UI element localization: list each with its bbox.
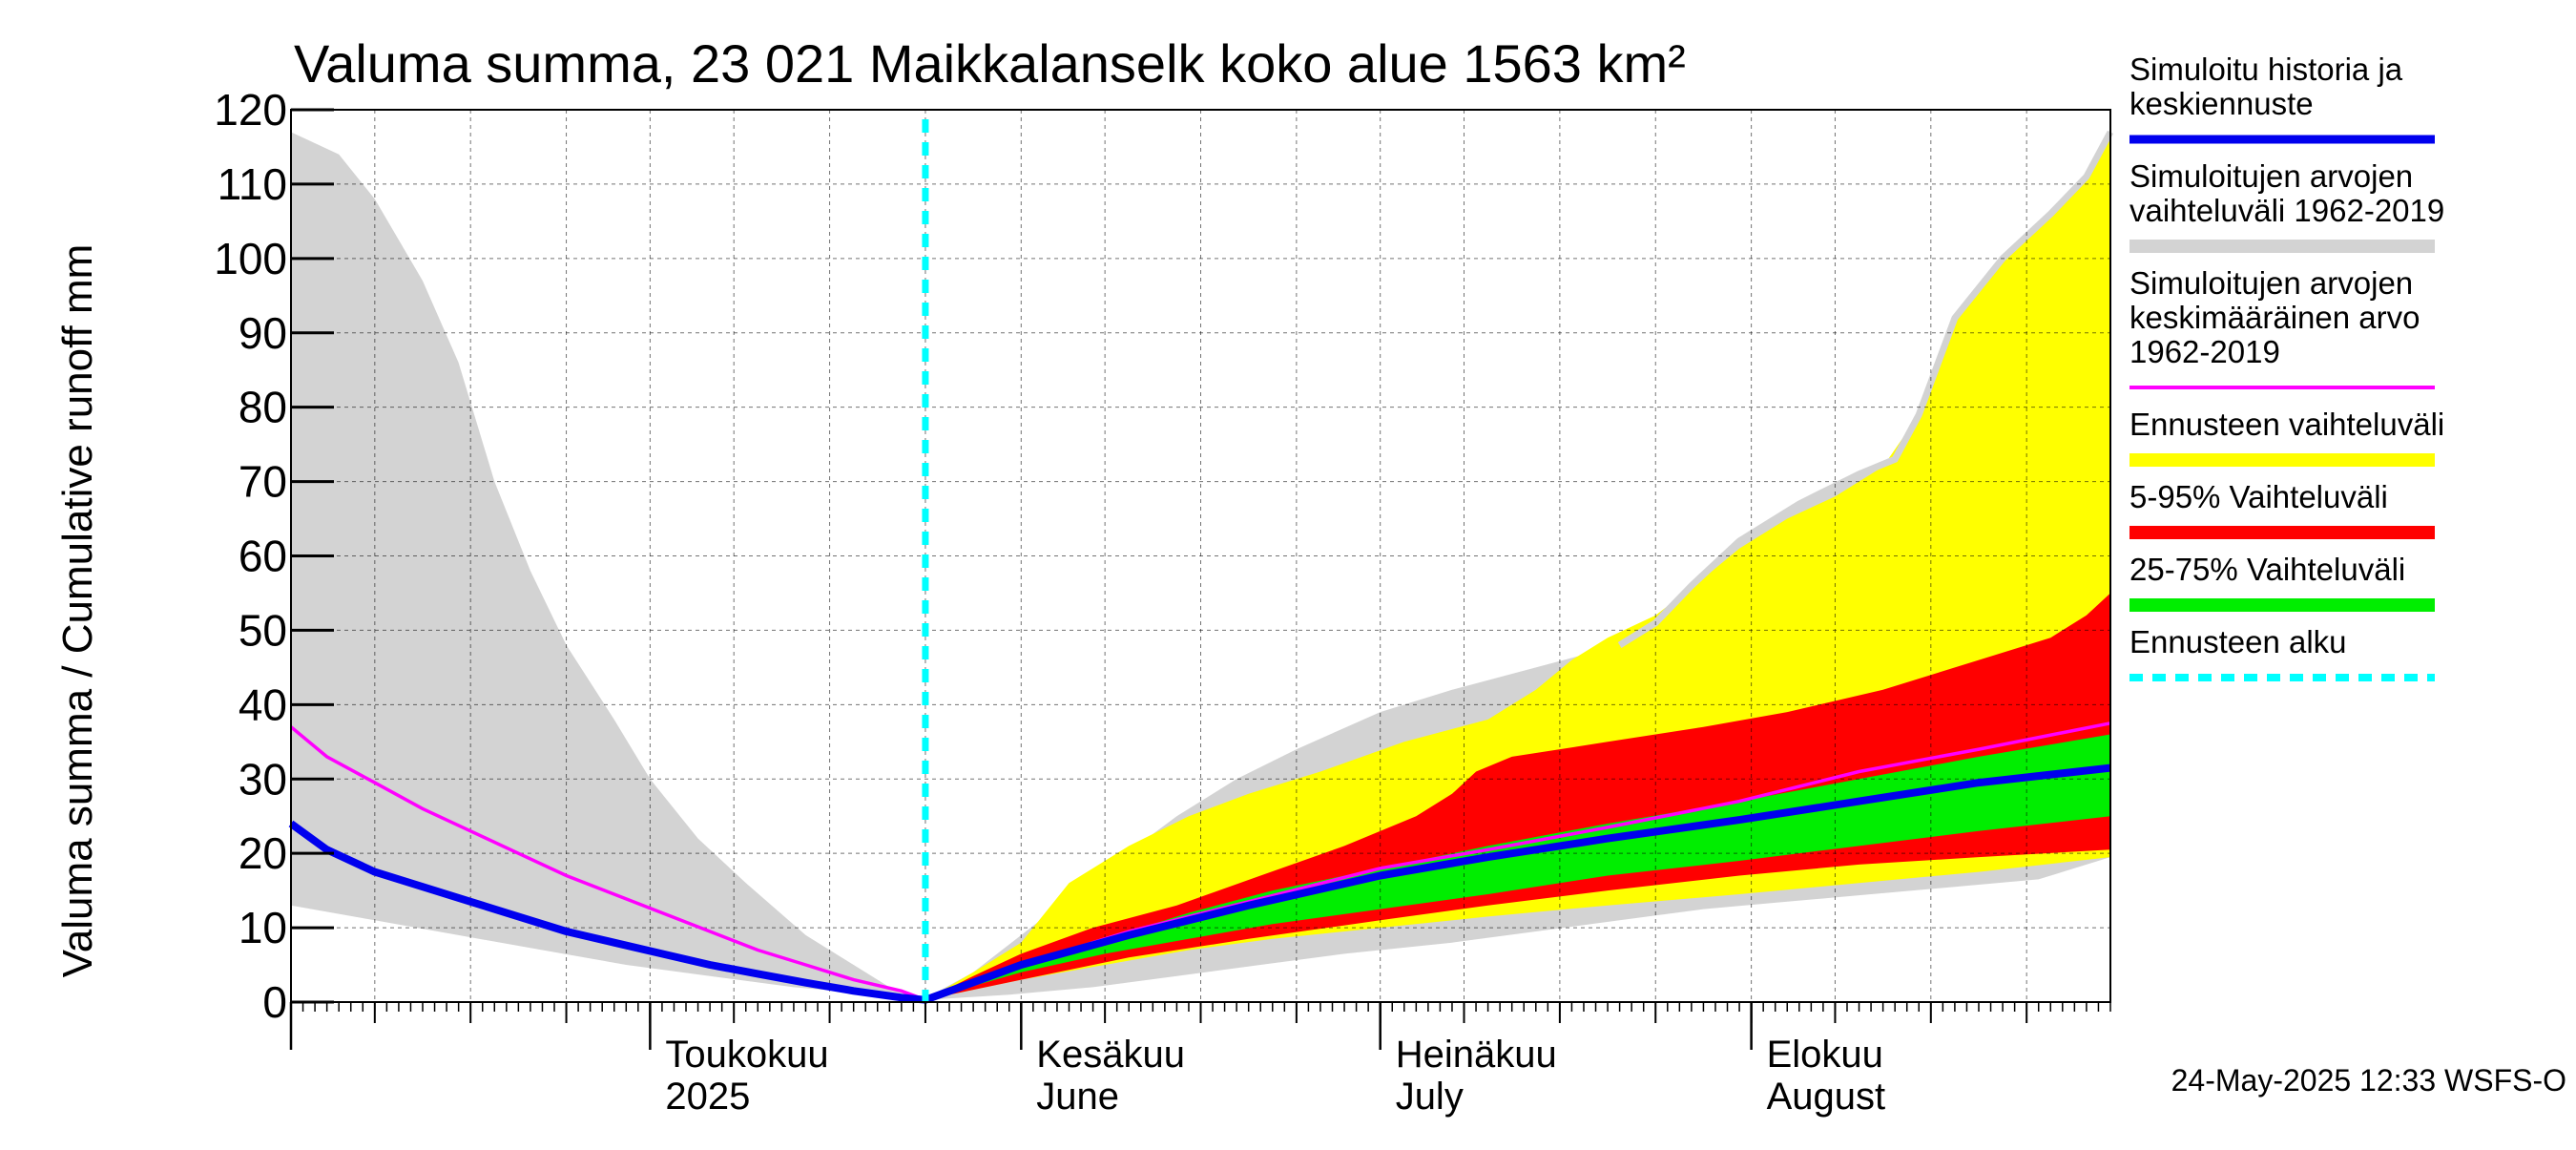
- legend-label: Ennusteen alku: [2129, 624, 2347, 659]
- axes: 0 10 20 30 40 50 60 70 80 90 100 110 120 Toukokuu2025…: [214, 85, 2111, 1118]
- legend-label: 25-75% Vaihteluväli: [2129, 552, 2405, 587]
- legend-label: 1962-2019: [2129, 334, 2280, 369]
- y-tick-label: 90: [239, 308, 287, 358]
- historical-range-upper-edge: [1617, 130, 2114, 648]
- p5-95-band: [924, 593, 2110, 1000]
- simulated-mean-line: [288, 763, 2111, 1004]
- y-tick-label: 120: [214, 85, 287, 135]
- plot-area: [288, 110, 2114, 1004]
- y-tick-label: 40: [239, 680, 287, 729]
- x-month-label: Heinäkuu: [1396, 1034, 1557, 1076]
- legend-label: Simuloitujen arvojen: [2129, 158, 2413, 194]
- legend-label: Simuloitujen arvojen: [2129, 265, 2413, 301]
- x-month-sublabel: June: [1036, 1076, 1119, 1118]
- legend-entry: 25-75% Vaihteluväli: [2129, 552, 2435, 612]
- y-tick-label: 0: [262, 977, 287, 1027]
- p25-75-band: [924, 734, 2110, 1000]
- y-tick-label: 20: [239, 828, 287, 878]
- legend-label: keskiennuste: [2129, 86, 2314, 121]
- x-month-sublabel: July: [1396, 1076, 1464, 1118]
- y-tick-label: 10: [239, 903, 287, 952]
- chart-title: Valuma summa, 23 021 Maikkalanselk koko …: [294, 33, 1686, 94]
- legend-entry: 5-95% Vaihteluväli: [2129, 479, 2435, 539]
- legend-entry: Ennusteen vaihteluväli: [2129, 407, 2444, 467]
- y-tick-label: 70: [239, 457, 287, 507]
- legend-entry: Ennusteen alku: [2129, 624, 2435, 681]
- legend: Simuloitu historia jakeskiennusteSimuloi…: [2129, 52, 2444, 681]
- timestamp-footer: 24-May-2025 12:33 WSFS-O: [2171, 1063, 2566, 1098]
- legend-label: Ennusteen vaihteluväli: [2129, 407, 2444, 442]
- y-tick-label: 100: [214, 234, 287, 283]
- y-tick-label: 60: [239, 532, 287, 581]
- y-tick-label: 30: [239, 754, 287, 804]
- y-tick-label: 110: [218, 159, 287, 209]
- x-month-label: Kesäkuu: [1036, 1034, 1185, 1076]
- y-tick-label: 50: [239, 605, 287, 655]
- x-month-label: Toukokuu: [665, 1034, 828, 1076]
- historical-mean-line: [289, 721, 2111, 1002]
- y-axis-label: Valuma summa / Cumulative runoff mm: [54, 244, 101, 978]
- legend-label: 5-95% Vaihteluväli: [2129, 479, 2388, 514]
- legend-label: keskimääräinen arvo: [2129, 300, 2420, 335]
- x-month-sublabel: August: [1767, 1076, 1886, 1118]
- x-month-sublabel: 2025: [665, 1076, 750, 1118]
- legend-label: vaihteluväli 1962-2019: [2129, 193, 2444, 228]
- y-tick-label: 80: [239, 383, 287, 432]
- x-month-label: Elokuu: [1767, 1034, 1883, 1076]
- legend-label: Simuloitu historia ja: [2129, 52, 2403, 87]
